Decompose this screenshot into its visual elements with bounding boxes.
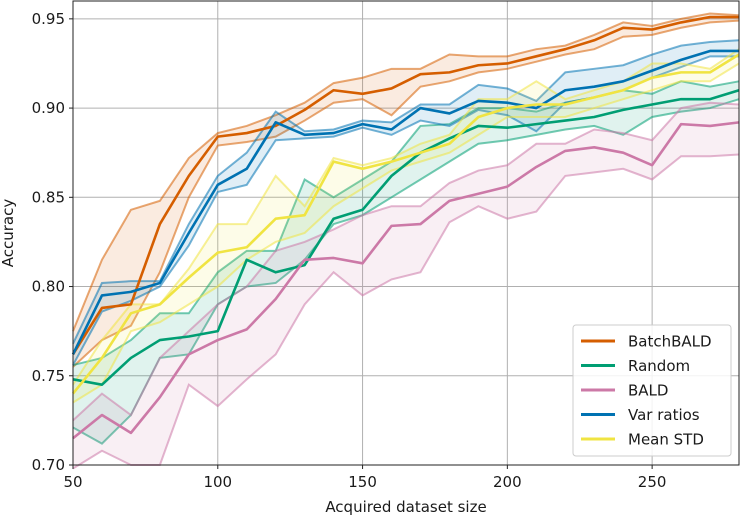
y-tick-label: 0.90 xyxy=(32,99,65,117)
legend-label-var-ratios: Var ratios xyxy=(628,406,700,424)
batchbald-upper-bound xyxy=(72,12,740,332)
axis-ticks: 50 100 150 200 250 0.70 0.75 0.80 0.85 0.90 0.95 xyxy=(32,10,667,491)
random-upper-bound xyxy=(72,80,740,367)
legend-label-bald: BALD xyxy=(628,382,668,400)
legend-box xyxy=(572,324,732,457)
batchbald-line xyxy=(71,15,739,356)
var-ratios-upper-bound xyxy=(72,39,740,345)
batchbald-lower-bound xyxy=(72,19,740,368)
random-band xyxy=(73,81,739,444)
legend-label-batchbald: BatchBALD xyxy=(628,333,712,351)
plot-frame xyxy=(72,0,740,466)
mean-std-line xyxy=(71,53,740,395)
legend-label-random: Random xyxy=(628,357,690,375)
mean-std-lower-bound xyxy=(72,62,740,404)
chart-legend: BatchBALD Random BALD Var ratios Mean STD xyxy=(572,324,732,457)
var-ratios-line xyxy=(71,49,739,355)
y-tick-label: 0.85 xyxy=(32,188,65,206)
batchbald-band xyxy=(73,13,739,367)
y-tick-label: 0.75 xyxy=(32,367,65,385)
random-line xyxy=(72,88,740,386)
series-lines xyxy=(71,15,740,440)
x-tick-label: 250 xyxy=(638,473,667,491)
bald-upper-bound xyxy=(72,101,740,422)
x-axis-label: Acquired dataset size xyxy=(325,498,486,516)
x-tick-label: 100 xyxy=(203,473,232,491)
x-tick-label: 50 xyxy=(63,473,82,491)
x-tick-label: 200 xyxy=(493,473,522,491)
y-tick-label: 0.80 xyxy=(32,278,65,296)
y-tick-label: 0.70 xyxy=(32,456,65,474)
bald-lower-bound xyxy=(72,153,740,470)
bald-band xyxy=(73,102,739,469)
legend-label-mean-std: Mean STD xyxy=(628,431,704,449)
y-axis-label: Accuracy xyxy=(0,199,17,268)
bald-line xyxy=(72,121,740,440)
y-tick-label: 0.95 xyxy=(32,10,65,28)
x-tick-label: 150 xyxy=(348,473,377,491)
random-lower-bound xyxy=(72,98,740,445)
